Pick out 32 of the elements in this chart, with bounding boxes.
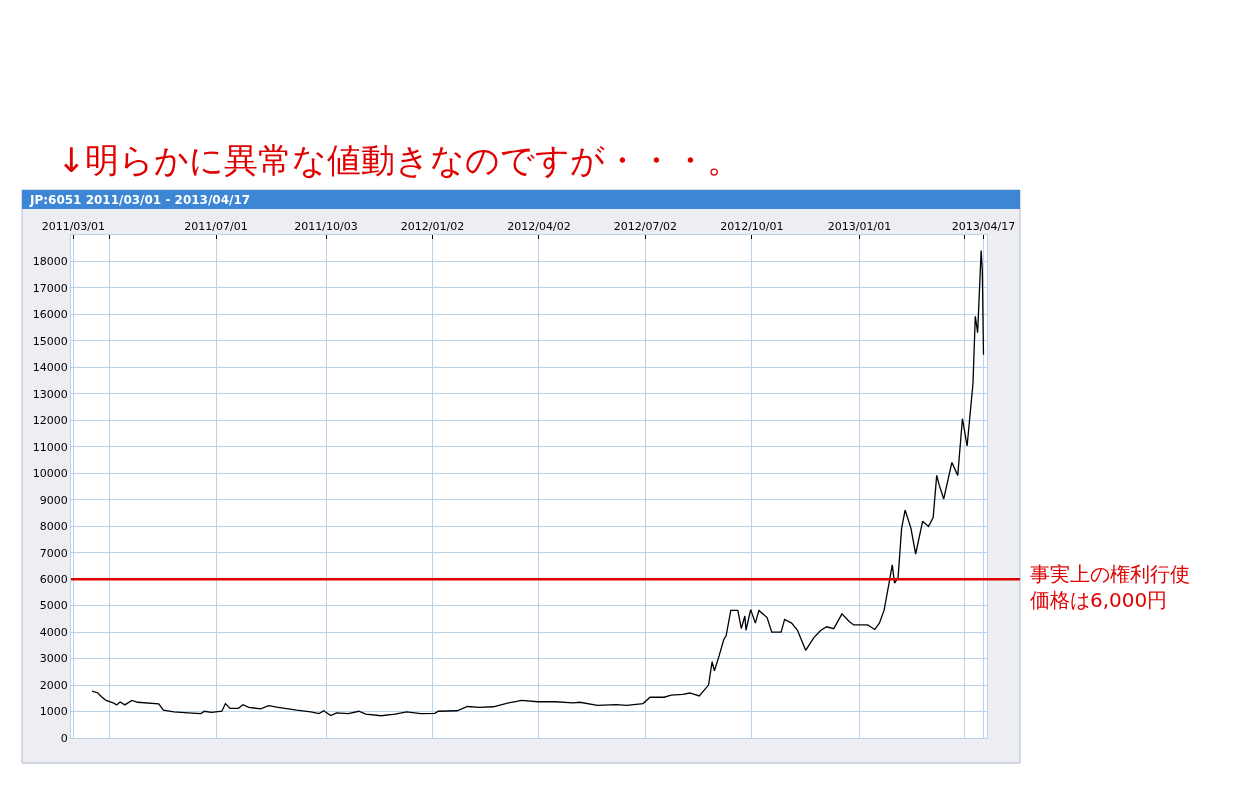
x-tick-label: 2012/04/02 xyxy=(507,219,571,233)
y-tick-label: 4000 xyxy=(39,625,68,639)
x-tick-label: 2011/10/03 xyxy=(294,219,358,233)
y-tick-label: 1000 xyxy=(39,705,68,719)
y-tick-label: 15000 xyxy=(32,334,68,348)
line-series xyxy=(91,249,985,717)
y-tick-label: 0 xyxy=(60,731,68,745)
y-tick-label: 13000 xyxy=(32,387,68,401)
y-tick-label: 5000 xyxy=(39,599,68,613)
x-tick-label: 2012/10/01 xyxy=(720,219,784,233)
y-tick-label: 7000 xyxy=(39,546,68,560)
x-tick-label: 2013/04/17 xyxy=(951,219,1016,233)
x-tick-label: 2012/01/02 xyxy=(400,219,465,233)
text: ↓明らかに異常な値動きなのですが・・・。 xyxy=(57,140,742,180)
y-tick-label: 8000 xyxy=(39,520,68,534)
y-tick-label: 2000 xyxy=(39,678,68,692)
y-tick-label: 11000 xyxy=(32,440,68,454)
y-tick-label: 16000 xyxy=(32,308,68,322)
x-tick-label: 2011/07/01 xyxy=(184,219,248,233)
y-tick-label: 14000 xyxy=(32,361,68,375)
y-tick-label: 9000 xyxy=(39,493,68,507)
y-tick-label: 10000 xyxy=(32,467,68,481)
x-tick-label: 2011/03/01 xyxy=(41,219,106,233)
x-tick-label: 2013/01/01 xyxy=(827,219,892,233)
y-tick-label: 17000 xyxy=(32,281,68,295)
x-tick-label: 2012/07/02 xyxy=(613,219,678,233)
y-tick-label: 18000 xyxy=(32,255,68,269)
y-tick-label: 3000 xyxy=(39,652,68,666)
chart-title: JP:6051 2011/03/01 - 2013/04/17 xyxy=(29,193,251,207)
y-tick-label: 12000 xyxy=(32,414,68,428)
y-tick-label: 6000 xyxy=(39,573,68,587)
ref-line-label: 事実上の権利行使価格は6,000円 xyxy=(1030,562,1190,612)
